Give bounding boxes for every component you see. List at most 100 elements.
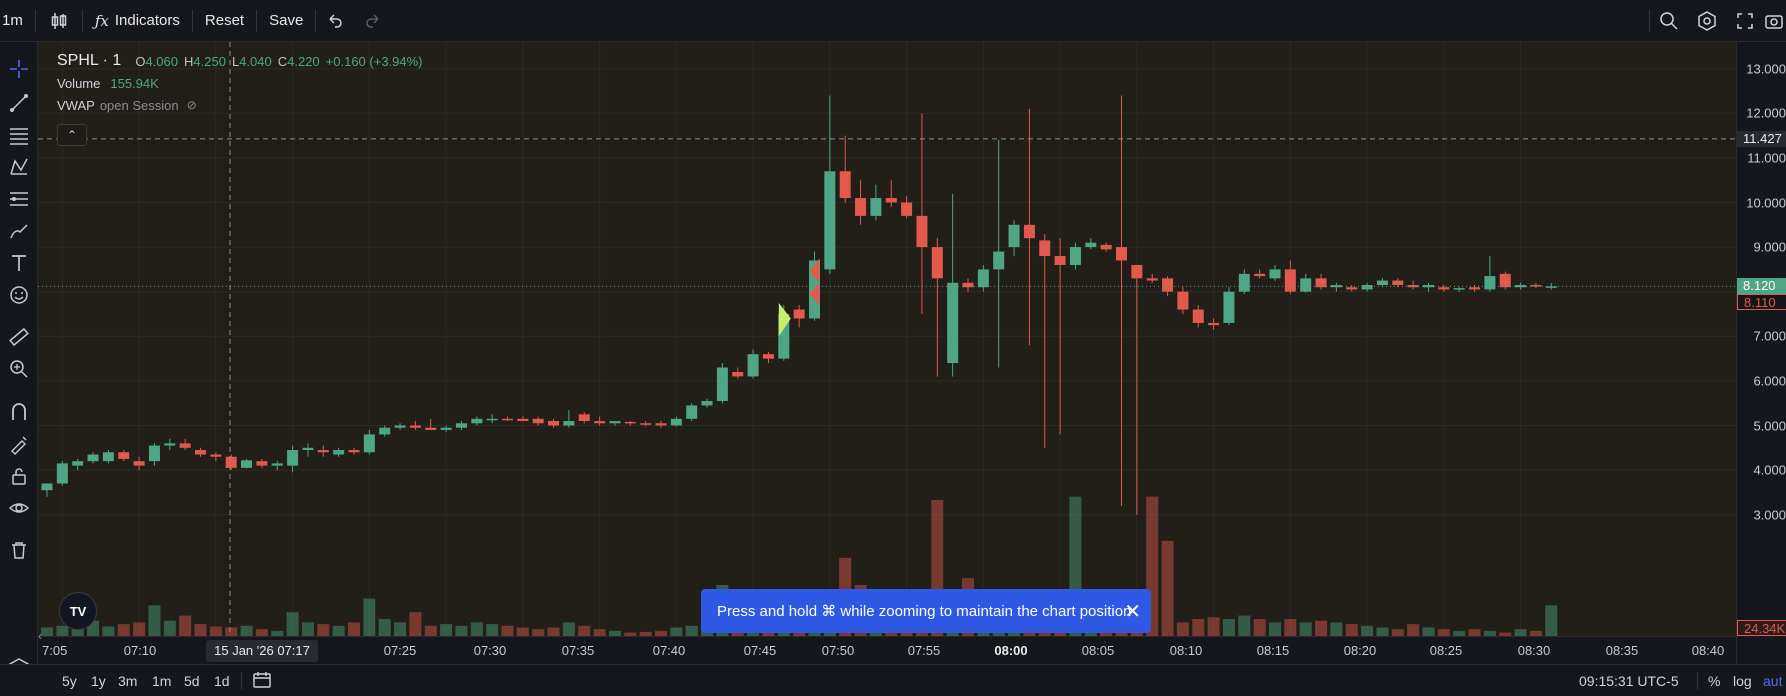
time-axis-label: 07:30	[473, 643, 507, 658]
ruler-measure-icon[interactable]	[4, 322, 34, 352]
volume-legend-label: Volume	[57, 75, 101, 91]
hidden-eye-slash-icon[interactable]: ⊘	[186, 98, 197, 112]
save-button[interactable]: Save	[257, 0, 315, 42]
candle-body	[502, 418, 513, 421]
candle-body	[1284, 269, 1296, 292]
toolbar-divider	[81, 9, 83, 32]
reset-button[interactable]: Reset	[193, 0, 256, 42]
emoji-icon[interactable]	[4, 280, 34, 310]
magnet-icon[interactable]	[4, 397, 34, 427]
close-icon[interactable]: ✕	[1124, 601, 1141, 623]
redo-icon[interactable]	[354, 0, 392, 42]
price-axis-label: 3.000	[1753, 507, 1786, 523]
zoom-in-icon[interactable]	[4, 354, 34, 384]
unlock-icon[interactable]	[4, 461, 34, 491]
time-axis-label: 07:35	[561, 643, 595, 658]
candle-style-icon[interactable]	[36, 0, 82, 42]
price-chart-canvas[interactable]	[38, 42, 1736, 636]
forecast-tool-icon[interactable]	[4, 184, 34, 214]
pattern-tool-icon[interactable]	[4, 152, 34, 182]
price-axis-label: 12.000	[1746, 105, 1786, 121]
trash-icon[interactable]	[4, 535, 34, 565]
range-1m[interactable]: 1m	[152, 673, 172, 689]
range-1d[interactable]: 1d	[214, 673, 230, 689]
crosshair-cursor-icon[interactable]	[4, 54, 34, 84]
price-axis[interactable]: 13.000 12.000 11.000 10.000 9.000 7.000 6.000 5…	[1736, 42, 1786, 664]
candle-body	[1346, 287, 1358, 290]
volume-legend-row[interactable]: Volume 155.94K	[57, 72, 423, 94]
price-axis-label: 11.000	[1747, 150, 1786, 166]
candle-body	[855, 198, 867, 216]
time-axis[interactable]: 08:40 08:35 08:30 08:25 08:20 08:15 08:10 08:05…	[38, 636, 1736, 664]
volume-bar	[1529, 630, 1542, 636]
drawing-toolbar	[0, 42, 38, 696]
vwap-params: open Session	[99, 97, 179, 113]
lock-drawing-icon[interactable]	[4, 429, 34, 459]
candle-body	[686, 405, 698, 419]
tradingview-logo[interactable]: TV	[59, 592, 97, 630]
quick-search-icon[interactable]	[1650, 0, 1688, 42]
vwap-legend-label: VWAP	[57, 97, 95, 113]
volume-bar	[409, 612, 422, 636]
candle-body	[670, 418, 682, 426]
symbol-title[interactable]: SPHL · 1	[57, 52, 122, 69]
eye-visibility-icon[interactable]	[4, 493, 34, 523]
volume-bar	[670, 627, 683, 636]
candle-body	[302, 447, 314, 451]
collapse-legend-button[interactable]: ⌃	[57, 124, 87, 146]
candle-body	[1238, 273, 1250, 292]
volume-bar	[547, 627, 560, 636]
settings-gear-icon[interactable]	[1688, 0, 1726, 42]
candle-body	[440, 427, 452, 430]
trend-line-icon[interactable]	[4, 88, 34, 118]
top-toolbar: 1m ƒx Indicators Reset Save	[0, 0, 1786, 42]
price-axis-label: 6.000	[1753, 373, 1786, 389]
range-5y[interactable]: 5y	[62, 673, 77, 689]
brush-icon[interactable]	[4, 216, 34, 246]
volume-bar	[378, 619, 391, 636]
toolbar-divider	[34, 9, 36, 32]
candle-body	[916, 215, 928, 248]
time-axis-label: 07:10	[123, 643, 157, 658]
screenshot-camera-icon[interactable]	[1764, 0, 1786, 42]
range-1y[interactable]: 1y	[91, 673, 106, 689]
range-5d[interactable]: 5d	[184, 673, 200, 689]
vwap-legend-row[interactable]: VWAP open Session ⊘	[57, 94, 423, 116]
candle-body	[333, 450, 345, 455]
candle-body	[348, 450, 360, 453]
indicators-button[interactable]: ƒx Indicators	[83, 0, 192, 42]
candle-body	[747, 354, 759, 377]
time-axis-label: 07:25	[383, 643, 417, 658]
chevron-left-icon[interactable]: ‹	[38, 629, 42, 643]
go-to-date-calendar-icon[interactable]	[252, 671, 272, 692]
fib-retracement-icon[interactable]	[4, 120, 34, 150]
candle-body	[993, 251, 1005, 270]
log-scale-toggle[interactable]: log	[1733, 673, 1752, 689]
fullscreen-icon[interactable]	[1726, 0, 1764, 42]
price-axis-label: 7.000	[1753, 328, 1786, 344]
undo-icon[interactable]	[316, 0, 354, 42]
volume-bar	[1514, 629, 1527, 636]
symbol-legend-row[interactable]: SPHL · 1 O 4.060 H 4.250 L 4.040 C 4.220 +0.…	[57, 50, 423, 72]
text-tool-icon[interactable]	[4, 248, 34, 278]
time-axis-label: 08:05	[1081, 643, 1115, 658]
percent-scale-toggle[interactable]: %	[1708, 673, 1721, 689]
candle-body	[762, 354, 774, 359]
candle-body	[1545, 286, 1557, 288]
volume-bar	[1483, 630, 1496, 636]
candle-body	[1208, 322, 1220, 326]
candle-body	[1269, 269, 1281, 279]
volume-bar	[301, 622, 314, 636]
candle-body	[486, 418, 498, 421]
auto-scale-toggle[interactable]: aut	[1763, 673, 1783, 689]
chart-pane[interactable]	[38, 42, 1736, 664]
range-3m[interactable]: 3m	[118, 673, 138, 689]
clock-timezone[interactable]: 09:15:31 UTC-5	[1579, 673, 1679, 689]
crosshair-time-label: 15 Jan '26 07:17	[206, 640, 318, 662]
volume-bar	[1345, 624, 1358, 636]
candle-body	[1438, 287, 1450, 290]
volume-bar	[1269, 622, 1281, 636]
candle-body	[1469, 287, 1481, 290]
high-label: H	[184, 53, 194, 69]
interval-button[interactable]: 1m	[0, 0, 27, 42]
